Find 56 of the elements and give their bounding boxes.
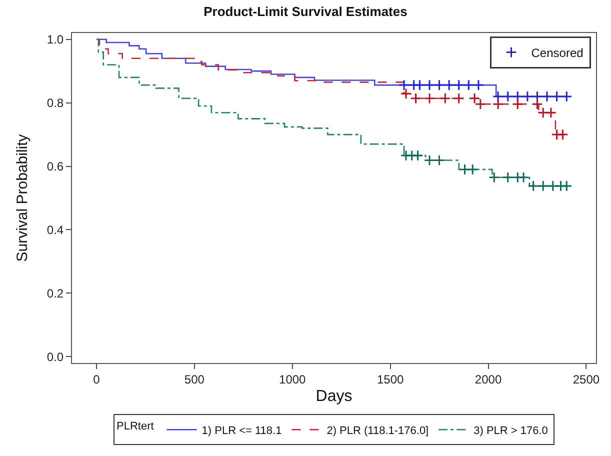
y-tick-label: 0.2 — [46, 286, 64, 300]
point — [410, 92, 422, 104]
x-tick-label: 2000 — [474, 372, 502, 386]
legend-label: 2) PLR (118.1-176.0] — [326, 424, 429, 437]
point — [528, 180, 539, 192]
chart-title: Product-Limit Survival Estimates — [204, 4, 408, 19]
y-tick-label: 0.8 — [46, 96, 64, 110]
point — [453, 79, 465, 91]
y-tick-label: 0.0 — [46, 350, 64, 364]
point — [541, 90, 553, 102]
x-tick-label: 500 — [184, 372, 205, 386]
point — [522, 90, 534, 102]
point — [424, 79, 436, 91]
point — [560, 90, 572, 102]
x-tick-label: 0 — [93, 372, 100, 386]
point — [488, 172, 500, 184]
point — [502, 172, 514, 184]
point — [424, 154, 436, 166]
point — [545, 106, 557, 118]
point — [463, 79, 474, 91]
point — [551, 90, 562, 102]
point — [412, 150, 424, 162]
x-tick-label: 2500 — [572, 372, 600, 386]
point — [434, 79, 445, 91]
y-tick-label: 0.6 — [46, 159, 64, 174]
point — [459, 164, 470, 176]
y-axis-title: Survival Probability — [14, 134, 32, 262]
point — [512, 98, 524, 110]
point — [547, 180, 559, 192]
point — [424, 92, 436, 104]
point — [557, 128, 568, 140]
point — [502, 90, 514, 102]
x-tick-label: 1500 — [376, 372, 404, 386]
point — [398, 79, 410, 91]
point — [453, 92, 465, 104]
point — [537, 180, 549, 192]
point — [537, 106, 549, 118]
point — [434, 154, 445, 166]
point — [400, 88, 412, 100]
legend-title: PLRtert — [116, 420, 154, 432]
point — [492, 98, 504, 110]
point — [466, 164, 478, 176]
legend-label: Censored — [531, 46, 584, 60]
point — [518, 172, 530, 184]
y-tick-label: 0.4 — [46, 222, 64, 237]
x-axis-title: Days — [316, 388, 352, 406]
point — [532, 98, 543, 110]
legend-label: 1) PLR <= 118.1 — [202, 424, 282, 437]
point — [443, 79, 455, 91]
legend-label: 3) PLR > 176.0 — [474, 424, 548, 437]
point — [560, 180, 572, 192]
point — [414, 79, 426, 91]
point — [472, 79, 484, 91]
point — [440, 92, 451, 104]
y-tick-label: 1.0 — [46, 32, 64, 47]
x-tick-label: 1000 — [279, 372, 306, 386]
